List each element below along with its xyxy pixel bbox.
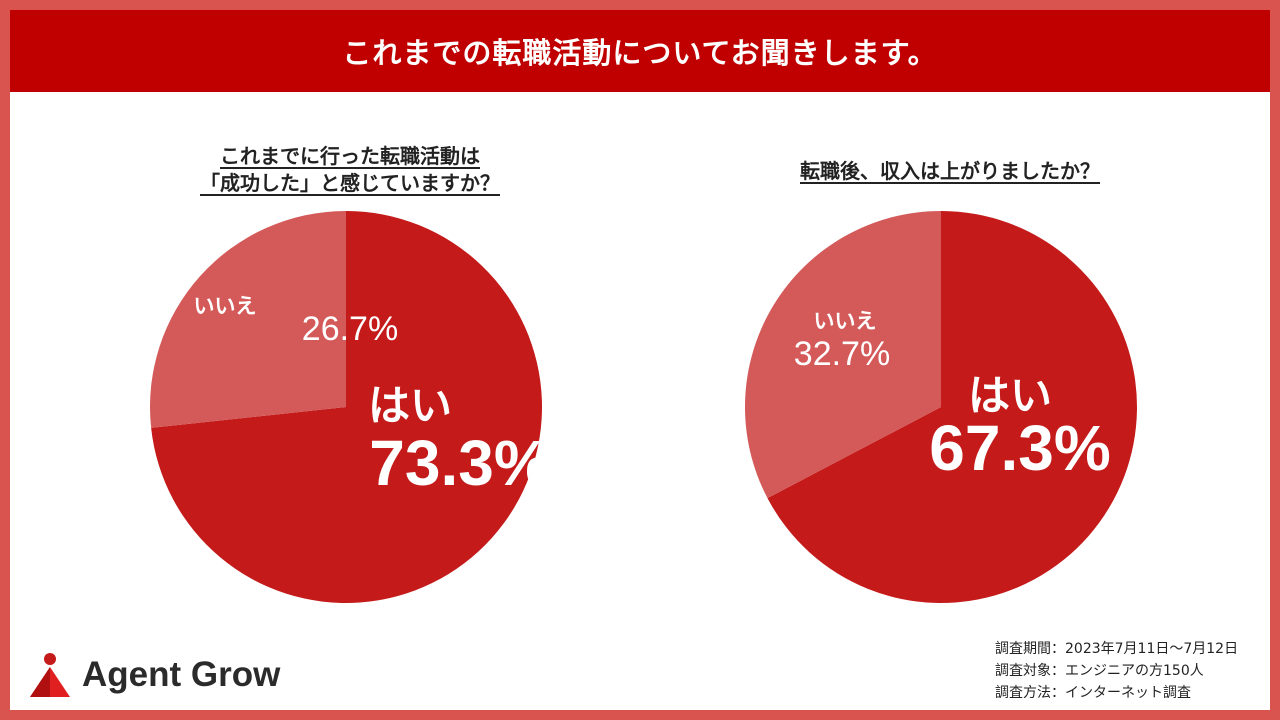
survey-period: 調査期間：2023年7月11日～7月12日 (995, 641, 1239, 657)
red-triangle-person-icon (30, 653, 70, 697)
banner-title: これまでの転職活動についてお聞きします。 (10, 10, 1270, 92)
pie-2-slice-yes (767, 211, 1137, 603)
pie-2-no-label: いいえ (814, 309, 877, 333)
pie-1-slice-no (150, 211, 346, 428)
chart-2-title: 転職後、収入は上がりましたか？ (750, 158, 1150, 185)
chart-1-title-line-1: これまでに行った転職活動は (220, 144, 480, 168)
chart-2-title-text: 転職後、収入は上がりましたか？ (800, 159, 1100, 183)
pie-1-yes-value: 73.3% (369, 427, 550, 499)
pie-1-no-label: いいえ (194, 294, 257, 318)
pie-1-yes-label: はい (368, 381, 452, 430)
pie-2-slice-no (744, 210, 941, 499)
pie-2-yes-value: 67.3% (929, 412, 1110, 484)
slide-frame: これまでの転職活動についてお聞きします。 これまでに行った転職活動は 「成功した… (10, 10, 1270, 710)
brand: Agent Grow (28, 650, 280, 700)
pie-2-yes-label: はい (968, 371, 1052, 420)
survey-info: 調査期間：2023年7月11日～7月12日 調査対象：エンジニアの方150人 調… (995, 638, 1265, 704)
chart-1-title: これまでに行った転職活動は 「成功した」と感じていますか？ (140, 143, 560, 197)
pie-2-no-value: 32.7% (794, 335, 890, 373)
pie-1-no-value: 26.7% (302, 310, 398, 348)
survey-target: 調査対象：エンジニアの方150人 (995, 663, 1204, 679)
survey-method: 調査方法：インターネット調査 (995, 685, 1191, 701)
brand-name: Agent Grow (82, 655, 281, 694)
pie-1-slice-yes (151, 211, 543, 603)
chart-1-title-line-2: 「成功した」と感じていますか？ (200, 171, 500, 195)
